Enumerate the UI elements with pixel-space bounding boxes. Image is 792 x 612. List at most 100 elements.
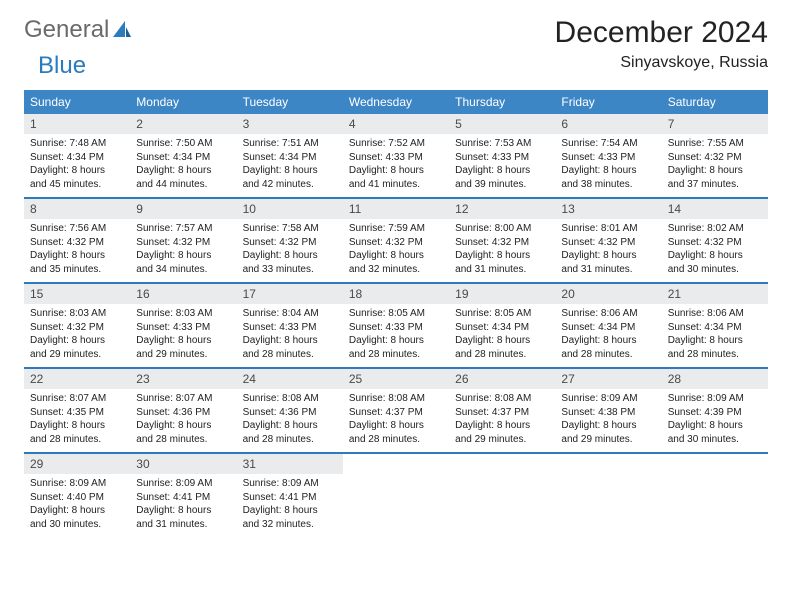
sunrise-line: Sunrise: 7:57 AM: [136, 222, 230, 236]
sunset-line: Sunset: 4:35 PM: [30, 406, 124, 420]
sunrise-line: Sunrise: 8:09 AM: [668, 392, 762, 406]
sunset-line: Sunset: 4:32 PM: [136, 236, 230, 250]
calendar-week: 8Sunrise: 7:56 AMSunset: 4:32 PMDaylight…: [24, 197, 768, 282]
daylight-line: Daylight: 8 hours and 28 minutes.: [668, 334, 762, 361]
sunset-line: Sunset: 4:33 PM: [349, 151, 443, 165]
daylight-line: Daylight: 8 hours and 30 minutes.: [30, 504, 124, 531]
calendar-cell: 26Sunrise: 8:08 AMSunset: 4:37 PMDayligh…: [449, 369, 555, 452]
sunrise-line: Sunrise: 8:05 AM: [349, 307, 443, 321]
sunset-line: Sunset: 4:37 PM: [455, 406, 549, 420]
sunrise-line: Sunrise: 8:07 AM: [30, 392, 124, 406]
sunrise-line: Sunrise: 7:48 AM: [30, 137, 124, 151]
cell-body: Sunrise: 8:05 AMSunset: 4:34 PMDaylight:…: [449, 304, 555, 367]
cell-body: Sunrise: 8:06 AMSunset: 4:34 PMDaylight:…: [662, 304, 768, 367]
sunrise-line: Sunrise: 7:51 AM: [243, 137, 337, 151]
daylight-line: Daylight: 8 hours and 31 minutes.: [455, 249, 549, 276]
day-number: 12: [449, 199, 555, 219]
day-number: 20: [555, 284, 661, 304]
cell-body: Sunrise: 7:54 AMSunset: 4:33 PMDaylight:…: [555, 134, 661, 197]
day-number: 22: [24, 369, 130, 389]
day-header: Sunday: [24, 90, 130, 114]
day-number: 23: [130, 369, 236, 389]
sunset-line: Sunset: 4:32 PM: [455, 236, 549, 250]
cell-body: Sunrise: 8:07 AMSunset: 4:36 PMDaylight:…: [130, 389, 236, 452]
daylight-line: Daylight: 8 hours and 38 minutes.: [561, 164, 655, 191]
calendar-cell: 30Sunrise: 8:09 AMSunset: 4:41 PMDayligh…: [130, 454, 236, 537]
daylight-line: Daylight: 8 hours and 29 minutes.: [136, 334, 230, 361]
logo-sail-icon: [111, 19, 133, 41]
day-number: 5: [449, 114, 555, 134]
calendar-cell: 17Sunrise: 8:04 AMSunset: 4:33 PMDayligh…: [237, 284, 343, 367]
daylight-line: Daylight: 8 hours and 28 minutes.: [349, 334, 443, 361]
sunset-line: Sunset: 4:40 PM: [30, 491, 124, 505]
daylight-line: Daylight: 8 hours and 31 minutes.: [136, 504, 230, 531]
cell-body: Sunrise: 8:05 AMSunset: 4:33 PMDaylight:…: [343, 304, 449, 367]
cell-body: Sunrise: 7:55 AMSunset: 4:32 PMDaylight:…: [662, 134, 768, 197]
sunrise-line: Sunrise: 8:05 AM: [455, 307, 549, 321]
daylight-line: Daylight: 8 hours and 30 minutes.: [668, 419, 762, 446]
logo-text-general: General: [24, 16, 109, 44]
day-number: 11: [343, 199, 449, 219]
sunset-line: Sunset: 4:37 PM: [349, 406, 443, 420]
cell-body: Sunrise: 8:07 AMSunset: 4:35 PMDaylight:…: [24, 389, 130, 452]
day-number: 24: [237, 369, 343, 389]
daylight-line: Daylight: 8 hours and 41 minutes.: [349, 164, 443, 191]
daylight-line: Daylight: 8 hours and 34 minutes.: [136, 249, 230, 276]
sunrise-line: Sunrise: 8:04 AM: [243, 307, 337, 321]
day-header: Monday: [130, 90, 236, 114]
cell-body: Sunrise: 7:51 AMSunset: 4:34 PMDaylight:…: [237, 134, 343, 197]
sunset-line: Sunset: 4:32 PM: [668, 236, 762, 250]
cell-body: Sunrise: 8:06 AMSunset: 4:34 PMDaylight:…: [555, 304, 661, 367]
sunrise-line: Sunrise: 7:53 AM: [455, 137, 549, 151]
day-number: 25: [343, 369, 449, 389]
calendar-cell: [343, 454, 449, 537]
daylight-line: Daylight: 8 hours and 29 minutes.: [561, 419, 655, 446]
sunrise-line: Sunrise: 8:09 AM: [30, 477, 124, 491]
sunrise-line: Sunrise: 8:08 AM: [349, 392, 443, 406]
sunset-line: Sunset: 4:34 PM: [561, 321, 655, 335]
sunrise-line: Sunrise: 8:09 AM: [243, 477, 337, 491]
sunrise-line: Sunrise: 8:00 AM: [455, 222, 549, 236]
logo: General: [24, 16, 133, 44]
day-header: Tuesday: [237, 90, 343, 114]
calendar-cell: [449, 454, 555, 537]
calendar-cell: 10Sunrise: 7:58 AMSunset: 4:32 PMDayligh…: [237, 199, 343, 282]
calendar-cell: 15Sunrise: 8:03 AMSunset: 4:32 PMDayligh…: [24, 284, 130, 367]
cell-body: Sunrise: 8:08 AMSunset: 4:36 PMDaylight:…: [237, 389, 343, 452]
day-number: 14: [662, 199, 768, 219]
sunset-line: Sunset: 4:39 PM: [668, 406, 762, 420]
daylight-line: Daylight: 8 hours and 31 minutes.: [561, 249, 655, 276]
calendar-cell: 22Sunrise: 8:07 AMSunset: 4:35 PMDayligh…: [24, 369, 130, 452]
day-number: 2: [130, 114, 236, 134]
sunset-line: Sunset: 4:32 PM: [668, 151, 762, 165]
calendar-cell: 16Sunrise: 8:03 AMSunset: 4:33 PMDayligh…: [130, 284, 236, 367]
sunrise-line: Sunrise: 7:58 AM: [243, 222, 337, 236]
day-number: 30: [130, 454, 236, 474]
calendar-week: 1Sunrise: 7:48 AMSunset: 4:34 PMDaylight…: [24, 114, 768, 197]
day-header-row: Sunday Monday Tuesday Wednesday Thursday…: [24, 90, 768, 114]
day-number: 13: [555, 199, 661, 219]
sunrise-line: Sunrise: 7:50 AM: [136, 137, 230, 151]
calendar-cell: 28Sunrise: 8:09 AMSunset: 4:39 PMDayligh…: [662, 369, 768, 452]
cell-body: [662, 460, 768, 517]
calendar-grid: 1Sunrise: 7:48 AMSunset: 4:34 PMDaylight…: [24, 114, 768, 537]
sunrise-line: Sunrise: 7:55 AM: [668, 137, 762, 151]
sunset-line: Sunset: 4:36 PM: [243, 406, 337, 420]
calendar-cell: 7Sunrise: 7:55 AMSunset: 4:32 PMDaylight…: [662, 114, 768, 197]
cell-body: Sunrise: 7:52 AMSunset: 4:33 PMDaylight:…: [343, 134, 449, 197]
calendar-cell: 25Sunrise: 8:08 AMSunset: 4:37 PMDayligh…: [343, 369, 449, 452]
cell-body: [449, 460, 555, 517]
sunrise-line: Sunrise: 8:07 AM: [136, 392, 230, 406]
daylight-line: Daylight: 8 hours and 28 minutes.: [243, 334, 337, 361]
cell-body: [343, 460, 449, 517]
daylight-line: Daylight: 8 hours and 35 minutes.: [30, 249, 124, 276]
calendar-cell: 27Sunrise: 8:09 AMSunset: 4:38 PMDayligh…: [555, 369, 661, 452]
calendar-week: 15Sunrise: 8:03 AMSunset: 4:32 PMDayligh…: [24, 282, 768, 367]
calendar-cell: 12 Sunrise: 8:00 AMSunset: 4:32 PMDayligh…: [449, 199, 555, 282]
sunset-line: Sunset: 4:32 PM: [30, 236, 124, 250]
daylight-line: Daylight: 8 hours and 28 minutes.: [455, 334, 549, 361]
day-number: 29: [24, 454, 130, 474]
day-number: 3: [237, 114, 343, 134]
location-label: Sinyavskoye, Russia: [555, 54, 768, 72]
logo-text-blue: Blue: [38, 52, 86, 80]
